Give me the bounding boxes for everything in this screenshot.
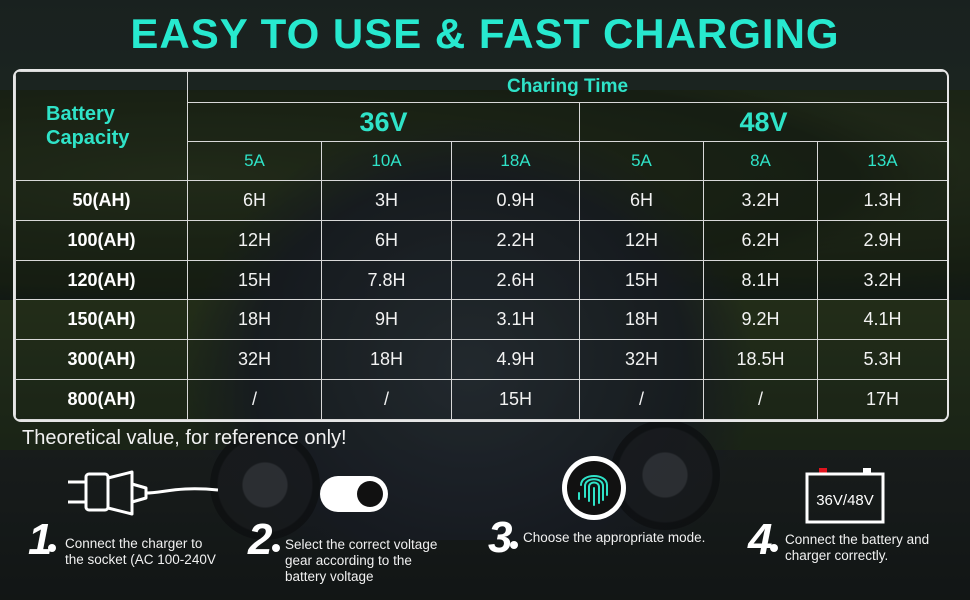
step-text-line: battery voltage xyxy=(285,569,374,584)
time-cell: / xyxy=(703,379,818,420)
plug-icon xyxy=(68,470,218,516)
amp-header: 18A xyxy=(451,141,580,181)
time-cell: 32H xyxy=(579,339,704,381)
step-dot xyxy=(272,544,280,552)
table-row: 150(AH) 18H 9H 3.1H 18H 9.2H 4.1H xyxy=(15,299,947,341)
amp-header: 10A xyxy=(321,141,452,181)
time-cell: 5.3H xyxy=(817,339,947,381)
step-text-line: the socket (AC 100-240V xyxy=(65,552,216,567)
time-cell: 7.8H xyxy=(321,259,452,301)
time-cell: 17H xyxy=(817,379,947,420)
voltage-36v-header: 36V xyxy=(187,102,580,142)
step-number: 2 xyxy=(248,515,273,564)
table-row: 120(AH) 15H 7.8H 2.6H 15H 8.1H 3.2H xyxy=(15,259,947,301)
amp-header: 8A xyxy=(703,141,818,181)
step-text-line: gear according to the xyxy=(285,553,412,568)
time-cell: 6.2H xyxy=(703,219,818,261)
table-row: 800(AH) / / 15H / / 17H xyxy=(15,379,947,420)
step-3-text: Choose the appropriate mode. xyxy=(523,530,705,546)
battery-voltage-label: 36V/48V xyxy=(816,492,874,509)
time-cell: 2.6H xyxy=(451,259,580,301)
capacity-cell: 120(AH) xyxy=(15,259,188,301)
toggle-icon xyxy=(320,476,388,512)
time-cell: 2.2H xyxy=(451,219,580,261)
time-cell: 12H xyxy=(187,219,322,261)
step-2-text: Select the correct voltage gear accordin… xyxy=(285,537,437,585)
step-dot xyxy=(510,541,518,549)
voltage-48v-header: 48V xyxy=(579,102,947,142)
fingerprint-icon xyxy=(562,456,626,520)
time-cell: 15H xyxy=(579,259,704,301)
time-cell: 0.9H xyxy=(451,180,580,221)
step-text-line: Select the correct voltage xyxy=(285,537,438,552)
time-cell: 6H xyxy=(187,180,322,221)
time-cell: 12H xyxy=(579,219,704,261)
step-number: 1 xyxy=(28,515,53,564)
time-cell: 9.2H xyxy=(703,299,818,341)
time-cell: / xyxy=(187,379,322,420)
reference-note: Theoretical value, for reference only! xyxy=(22,427,347,449)
time-cell: 18.5H xyxy=(703,339,818,381)
capacity-cell: 300(AH) xyxy=(15,339,188,381)
time-cell: 1.3H xyxy=(817,180,947,221)
step-text-line: charger correctly. xyxy=(785,548,889,563)
time-cell: 6H xyxy=(321,219,452,261)
capacity-cell: 800(AH) xyxy=(15,379,188,420)
capacity-cell: 100(AH) xyxy=(15,219,188,261)
time-cell: 4.1H xyxy=(817,299,947,341)
time-cell: 3.2H xyxy=(817,259,947,301)
amp-header: 13A xyxy=(817,141,947,181)
amp-header: 5A xyxy=(579,141,704,181)
step-number: 3 xyxy=(488,513,513,562)
time-cell: 15H xyxy=(187,259,322,301)
time-cell: 6H xyxy=(579,180,704,221)
charging-time-table: Battery Capacity Charing Time 36V 48V 5A… xyxy=(13,69,949,422)
step-text-line: Choose the appropriate mode. xyxy=(523,530,706,545)
step-dot xyxy=(48,544,56,552)
amp-header: 5A xyxy=(187,141,322,181)
step-text-line: Connect the charger to xyxy=(65,536,203,551)
battery-icon xyxy=(805,468,885,524)
time-cell: 18H xyxy=(579,299,704,341)
time-cell: 2.9H xyxy=(817,219,947,261)
step-1-text: Connect the charger to the socket (AC 10… xyxy=(65,536,216,568)
table-row: 100(AH) 12H 6H 2.2H 12H 6.2H 2.9H xyxy=(15,219,947,261)
page-title: EASY TO USE & FAST CHARGING xyxy=(130,10,840,57)
time-cell: 32H xyxy=(187,339,322,381)
table-row: 50(AH) 6H 3H 0.9H 6H 3.2H 1.3H xyxy=(15,180,947,221)
time-cell: 8.1H xyxy=(703,259,818,301)
capacity-cell: 150(AH) xyxy=(15,299,188,341)
time-cell: 3.1H xyxy=(451,299,580,341)
table-row: 300(AH) 32H 18H 4.9H 32H 18.5H 5.3H xyxy=(15,339,947,381)
battery-capacity-label: Battery Capacity xyxy=(46,103,130,149)
step-text-line: Connect the battery and xyxy=(785,532,930,547)
step-number: 4 xyxy=(748,515,773,564)
time-cell: / xyxy=(579,379,704,420)
time-cell: 4.9H xyxy=(451,339,580,381)
time-cell: / xyxy=(321,379,452,420)
time-cell: 18H xyxy=(187,299,322,341)
time-cell: 18H xyxy=(321,339,452,381)
time-cell: 3.2H xyxy=(703,180,818,221)
battery-capacity-header: Battery Capacity xyxy=(15,71,188,181)
charging-time-header: Charing Time xyxy=(187,71,947,103)
time-cell: 3H xyxy=(321,180,452,221)
capacity-cell: 50(AH) xyxy=(15,180,188,221)
time-cell: 15H xyxy=(451,379,580,420)
step-4-text: Connect the battery and charger correctl… xyxy=(785,532,929,564)
step-dot xyxy=(770,544,778,552)
time-cell: 9H xyxy=(321,299,452,341)
